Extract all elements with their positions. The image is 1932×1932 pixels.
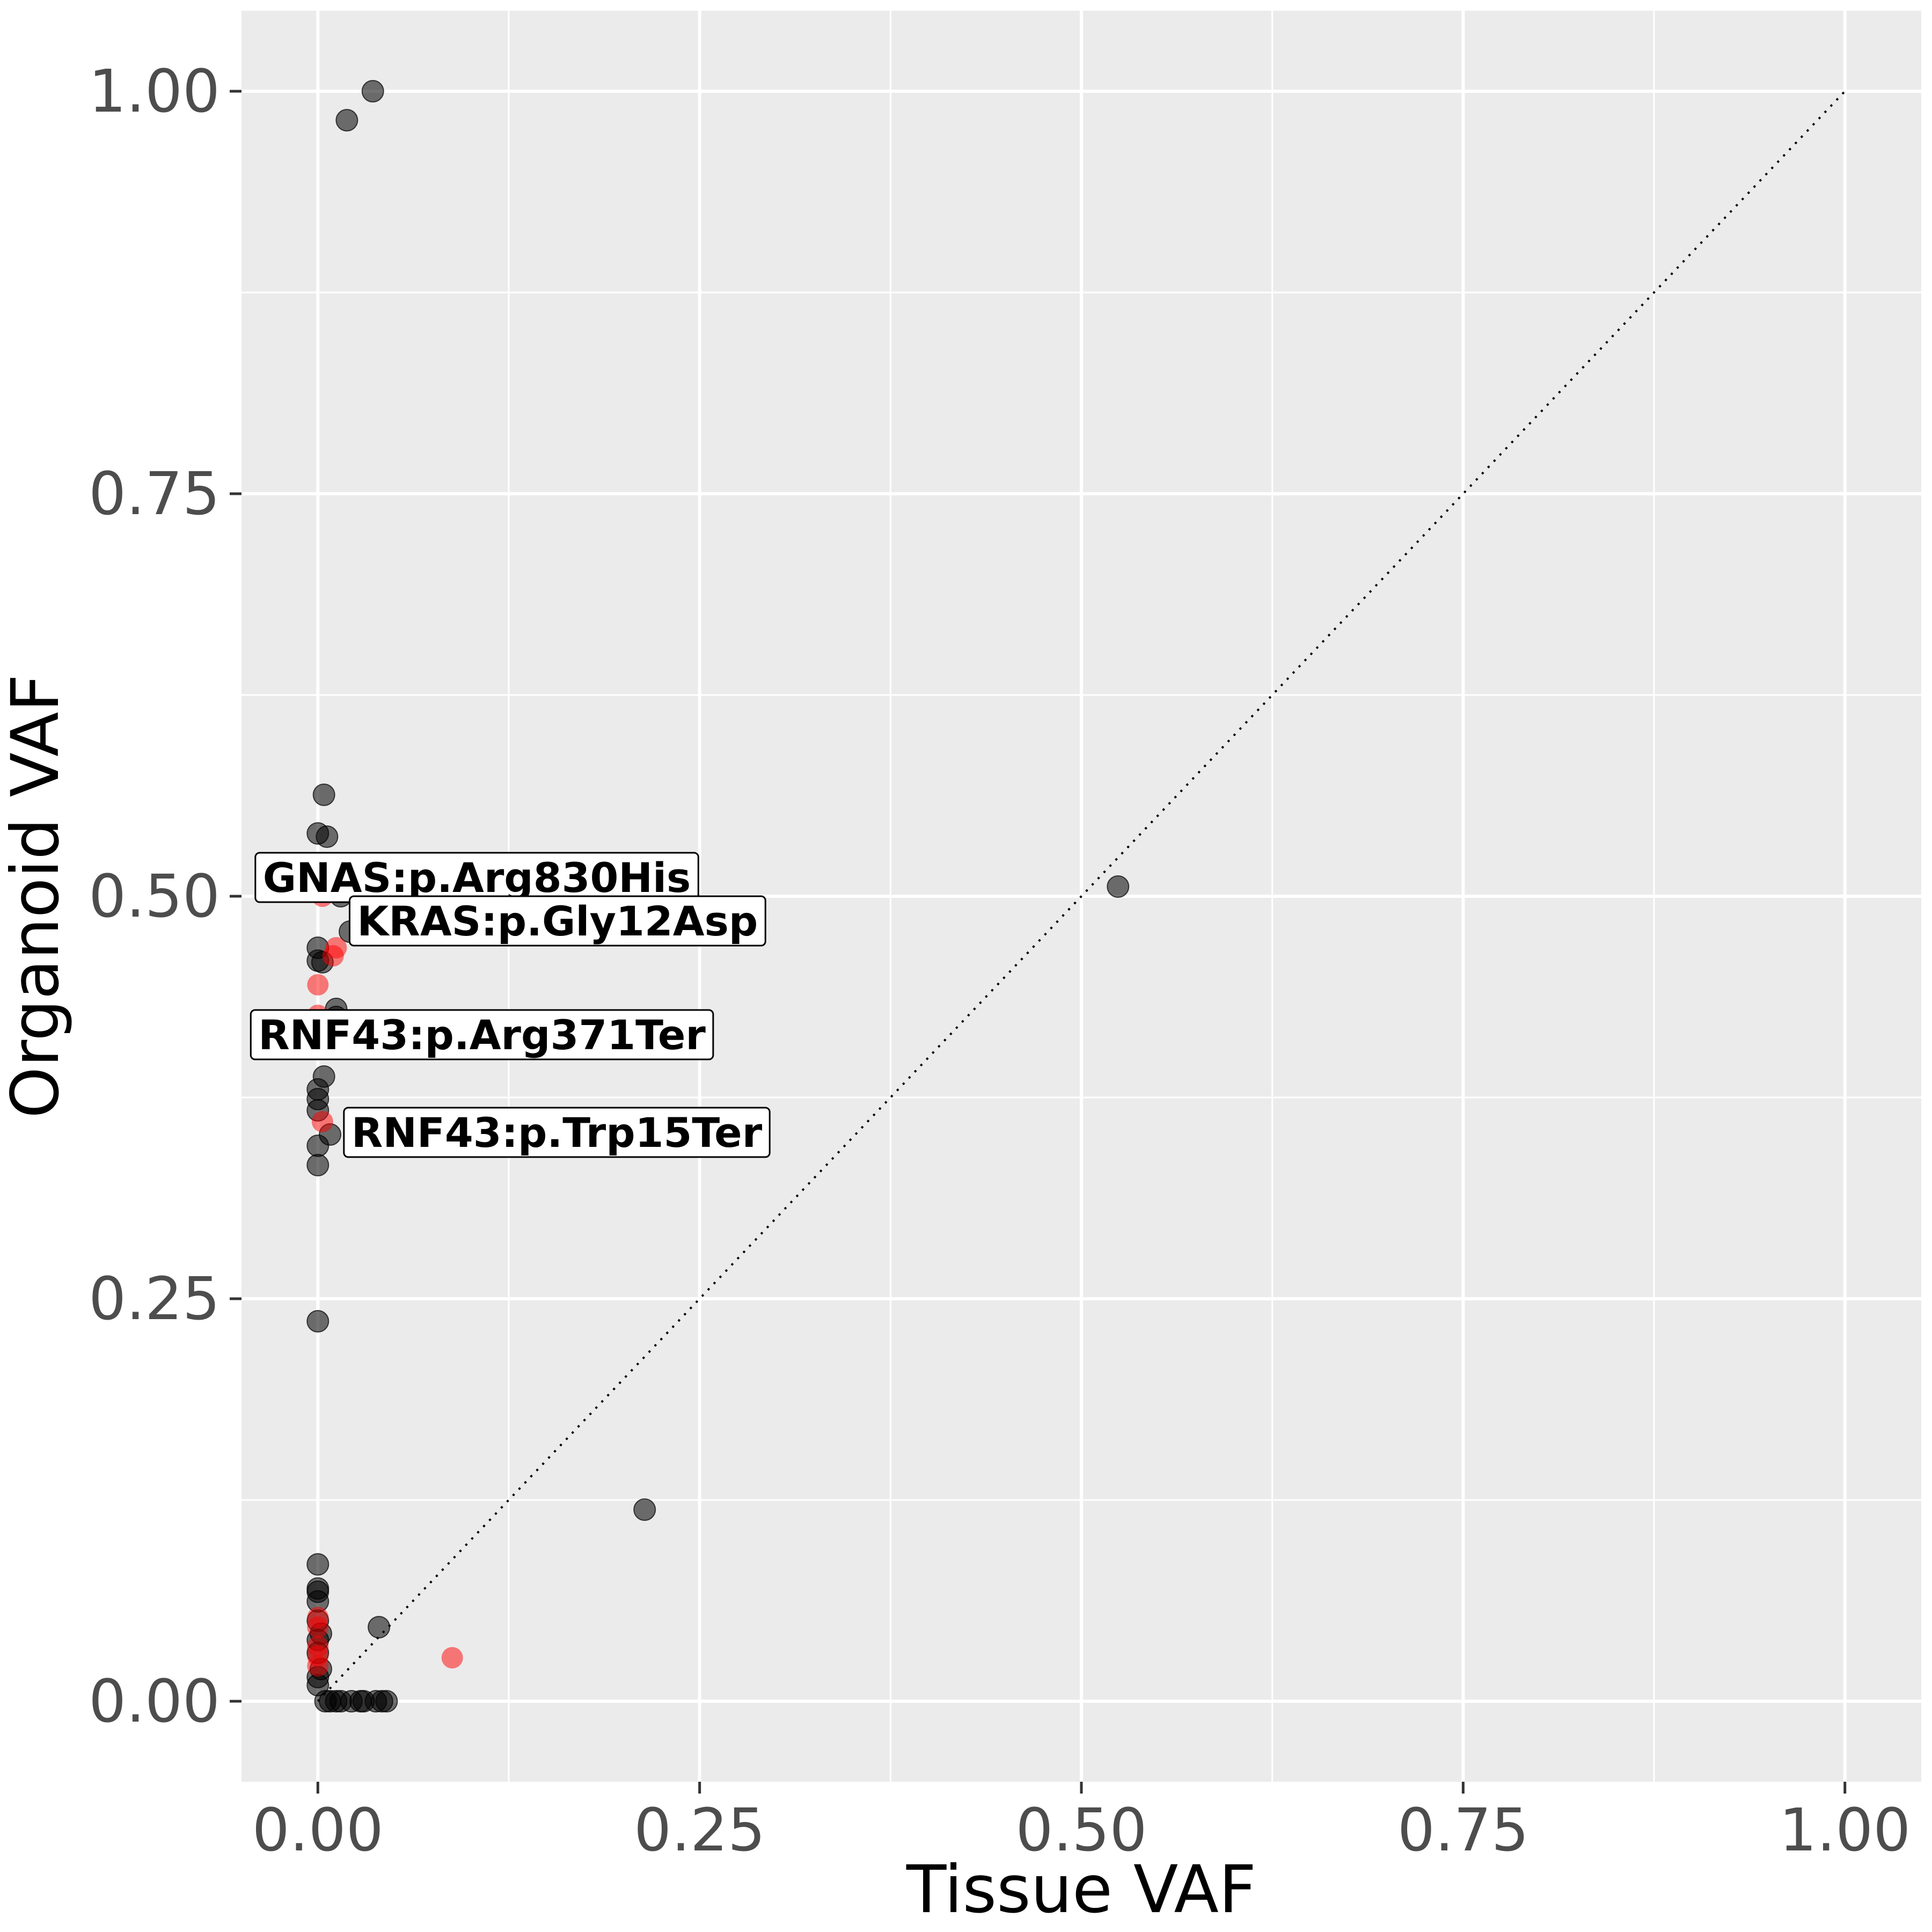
red-point-6 xyxy=(311,1111,333,1132)
black-point-20 xyxy=(306,1154,330,1176)
black-point-19 xyxy=(306,1135,330,1157)
y-axis-title: Organoid VAF xyxy=(0,674,74,1118)
black-point-27 xyxy=(368,1616,391,1638)
x-axis-title: Tissue VAF xyxy=(906,1851,1256,1928)
identity-reference-line xyxy=(317,90,1846,1702)
red-point-9 xyxy=(307,1616,329,1638)
annotation-0: GNAS:p.Arg830His xyxy=(254,852,699,903)
x-tick-labels: 0.00 0.25 0.50 0.75 1.00 xyxy=(252,1796,1911,1864)
annotation-box-1 xyxy=(348,895,766,947)
annotation-1: KRAS:p.Gly12Asp xyxy=(348,895,766,947)
red-point-12 xyxy=(307,1655,329,1677)
black-point-44 xyxy=(375,1690,398,1713)
x-tick-label-4: 1.00 xyxy=(1779,1796,1911,1864)
black-point-4 xyxy=(316,825,339,848)
y-tick-label-2: 0.50 xyxy=(89,862,220,931)
annotation-text-1: KRAS:p.Gly12Asp xyxy=(357,897,758,945)
black-point-2 xyxy=(312,784,335,806)
annotation-box-2 xyxy=(250,1009,714,1060)
x-tick-label-1: 0.25 xyxy=(634,1796,765,1864)
black-point-6 xyxy=(1107,875,1130,898)
black-point-0 xyxy=(361,80,384,103)
annotation-text-3: RNF43:p.Trp15Ter xyxy=(352,1109,763,1157)
black-point-21 xyxy=(306,1310,330,1333)
y-tick-label-0: 0.00 xyxy=(89,1667,220,1736)
annotation-2: RNF43:p.Arg371Ter xyxy=(250,1009,714,1060)
red-point-3 xyxy=(307,974,329,996)
y-tick-label-4: 1.00 xyxy=(89,57,220,126)
x-tick-label-2: 0.50 xyxy=(1016,1796,1147,1864)
y-tick-label-3: 0.75 xyxy=(89,459,220,528)
red-point-2 xyxy=(322,945,344,967)
black-point-23 xyxy=(306,1553,330,1576)
axis-ticks xyxy=(230,90,1847,1794)
annotation-text-0: GNAS:p.Arg830His xyxy=(263,854,691,902)
black-point-1 xyxy=(335,109,358,131)
annotation-3: RNF43:p.Trp15Ter xyxy=(343,1107,771,1158)
x-tick-label-0: 0.00 xyxy=(252,1796,384,1864)
y-tick-label-1: 0.25 xyxy=(89,1264,220,1333)
annotation-box-3 xyxy=(343,1107,771,1158)
annotation-text-2: RNF43:p.Arg371Ter xyxy=(258,1011,706,1059)
red-point-7 xyxy=(441,1647,463,1668)
black-point-22 xyxy=(633,1498,656,1521)
x-tick-label-3: 0.75 xyxy=(1397,1796,1529,1864)
y-tick-labels: 0.00 0.25 0.50 0.75 1.00 xyxy=(89,57,220,1736)
